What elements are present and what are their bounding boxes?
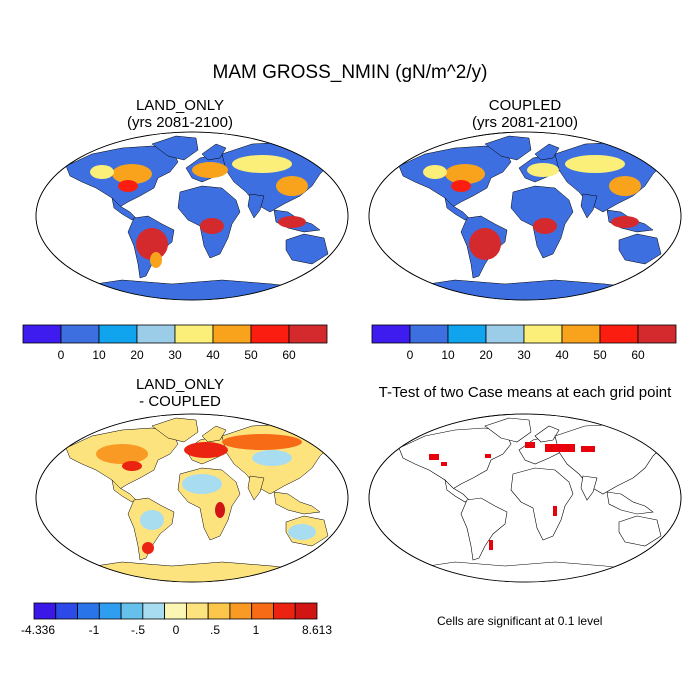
cb3-tick: -1 [88, 623, 100, 637]
cb3-tick: -4.336 [20, 623, 56, 637]
cb2-tick: 40 [555, 348, 569, 362]
colorbar-cell [294, 602, 318, 620]
colorbar-cell [212, 324, 252, 344]
cb2-tick: 20 [479, 348, 493, 362]
panel1-title-line1: LAND_ONLY [135, 97, 225, 114]
colorbar-cell [174, 324, 214, 344]
ttest-note: Cells are significant at 0.1 level [437, 614, 603, 628]
colorbar-cell [288, 324, 328, 344]
colorbar-cell [77, 602, 100, 620]
panel1-title: LAND_ONLY (yrs 2081-2100) [55, 97, 305, 131]
cb2-tick: 50 [593, 348, 607, 362]
colorbar-cell [250, 324, 290, 344]
cb3-tick: -.5 [130, 623, 145, 637]
panel1-title-line2: (yrs 2081-2100) [127, 114, 233, 131]
panel3-title-line1: LAND_ONLY [135, 376, 225, 393]
map-ttest [368, 413, 682, 583]
cb3-tick: 8.613 [301, 623, 333, 637]
cb1-tick: 30 [168, 348, 182, 362]
colorbar-coupled [371, 324, 677, 344]
colorbar-cell [523, 324, 563, 344]
cb1-tick: 10 [92, 348, 106, 362]
colorbar-difference [33, 602, 318, 620]
colorbar-cell [637, 324, 677, 344]
panel3-title: LAND_ONLY - COUPLED [55, 376, 305, 410]
high-value-patches [423, 155, 641, 260]
colorbar-land-only [22, 324, 328, 344]
panel2-title-line1: COUPLED [488, 97, 562, 114]
map-coupled [368, 131, 682, 301]
colorbar-cell [447, 324, 487, 344]
cb1-tick: 40 [206, 348, 220, 362]
colorbar-cell [22, 324, 62, 344]
figure-title: MAM GROSS_NMIN (gN/m^2/y) [212, 62, 488, 83]
significant-cells [429, 442, 595, 550]
colorbar-cell [55, 602, 78, 620]
panel3-title-line2: - COUPLED [139, 393, 221, 410]
cb2-tick: 60 [631, 348, 645, 362]
colorbar-cell [185, 602, 209, 620]
colorbar-cell [599, 324, 639, 344]
colorbar-cell [409, 324, 449, 344]
panel2-title-line2: (yrs 2081-2100) [472, 114, 578, 131]
cb1-tick: 20 [130, 348, 144, 362]
colorbar-cell [33, 602, 57, 620]
colorbar-cell [273, 602, 296, 620]
colorbar-cell [229, 602, 253, 620]
cb1-tick: 60 [282, 348, 296, 362]
colorbar-cell [120, 602, 144, 620]
cb3-tick: 0 [172, 623, 180, 637]
panel2-title: COUPLED (yrs 2081-2100) [400, 97, 650, 131]
cb2-tick: 10 [441, 348, 455, 362]
colorbar-cell [371, 324, 411, 344]
cb3-tick: 1 [252, 623, 260, 637]
map-land-only [35, 131, 349, 301]
colorbar-cell [142, 602, 166, 620]
colorbar-cell [251, 602, 274, 620]
colorbar-cell [98, 602, 122, 620]
cb3-tick: .5 [209, 623, 220, 637]
colorbar-cell [485, 324, 525, 344]
difference-patches [96, 434, 316, 554]
panel4-title-line1: T-Test of two Case means at each grid po… [378, 384, 672, 401]
colorbar-cell [561, 324, 601, 344]
colorbar-cell [98, 324, 138, 344]
colorbar-cell [136, 324, 176, 344]
high-value-patches [90, 155, 308, 268]
colorbar-cell [164, 602, 187, 620]
cb1-tick: 50 [244, 348, 258, 362]
cb2-tick: 0 [406, 348, 414, 362]
colorbar-cell [60, 324, 100, 344]
map-difference [35, 413, 349, 583]
panel4-title: T-Test of two Case means at each grid po… [350, 384, 700, 401]
cb1-tick: 0 [57, 348, 65, 362]
cb2-tick: 30 [517, 348, 531, 362]
colorbar-cell [207, 602, 231, 620]
